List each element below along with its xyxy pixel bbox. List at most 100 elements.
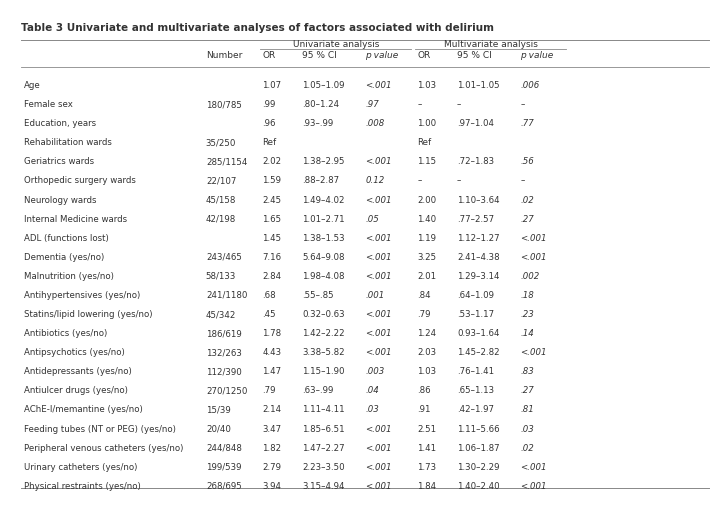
- Text: Antipsychotics (yes/no): Antipsychotics (yes/no): [24, 348, 124, 357]
- Text: <.001: <.001: [366, 444, 392, 452]
- Text: <.001: <.001: [366, 463, 392, 472]
- Text: <.001: <.001: [366, 348, 392, 357]
- Text: 0.12: 0.12: [366, 176, 385, 185]
- Text: 1.59: 1.59: [262, 176, 282, 185]
- Text: 5.64–9.08: 5.64–9.08: [302, 253, 344, 262]
- Text: 1.40: 1.40: [417, 215, 436, 224]
- Text: .91: .91: [417, 406, 431, 415]
- Text: 1.73: 1.73: [417, 463, 436, 472]
- Text: 1.65: 1.65: [262, 215, 282, 224]
- Text: Ref: Ref: [417, 138, 431, 147]
- Text: Internal Medicine wards: Internal Medicine wards: [24, 215, 127, 224]
- Text: 2.01: 2.01: [417, 272, 436, 281]
- Text: .84: .84: [417, 291, 431, 300]
- Text: .55–.85: .55–.85: [302, 291, 334, 300]
- Text: .86: .86: [417, 386, 431, 395]
- Text: .001: .001: [366, 291, 385, 300]
- Text: .18: .18: [520, 291, 534, 300]
- Text: .81: .81: [520, 406, 534, 415]
- Text: 1.45–2.82: 1.45–2.82: [457, 348, 500, 357]
- Text: 42/198: 42/198: [206, 215, 236, 224]
- Text: .45: .45: [262, 310, 276, 319]
- Text: 2.14: 2.14: [262, 406, 282, 415]
- Text: 2.45: 2.45: [262, 195, 282, 205]
- Text: 1.06–1.87: 1.06–1.87: [457, 444, 500, 452]
- Text: Neurology wards: Neurology wards: [24, 195, 96, 205]
- Text: Multivariate analysis: Multivariate analysis: [443, 40, 538, 49]
- Text: 15/39: 15/39: [206, 406, 230, 415]
- Text: 45/158: 45/158: [206, 195, 236, 205]
- Text: 186/619: 186/619: [206, 329, 242, 338]
- Text: 45/342: 45/342: [206, 310, 236, 319]
- Text: 1.15–1.90: 1.15–1.90: [302, 367, 344, 376]
- Text: Geriatrics wards: Geriatrics wards: [24, 158, 93, 166]
- Text: 20/40: 20/40: [206, 425, 231, 434]
- Text: .83: .83: [520, 367, 534, 376]
- Text: .79: .79: [262, 386, 276, 395]
- Text: p value: p value: [520, 51, 553, 60]
- Text: .23: .23: [520, 310, 534, 319]
- Text: 180/785: 180/785: [206, 100, 242, 109]
- Text: Feeding tubes (NT or PEG) (yes/no): Feeding tubes (NT or PEG) (yes/no): [24, 425, 175, 434]
- Text: .64–1.09: .64–1.09: [457, 291, 494, 300]
- Text: .003: .003: [366, 367, 385, 376]
- Text: AChE-I/memantine (yes/no): AChE-I/memantine (yes/no): [24, 406, 143, 415]
- Text: <.001: <.001: [520, 253, 547, 262]
- Text: 1.41: 1.41: [417, 444, 436, 452]
- Text: <.001: <.001: [366, 253, 392, 262]
- Text: Peripheral venous catheters (yes/no): Peripheral venous catheters (yes/no): [24, 444, 183, 452]
- Text: .008: .008: [366, 119, 385, 128]
- Text: 243/465: 243/465: [206, 253, 242, 262]
- Text: .99: .99: [262, 100, 276, 109]
- Text: .88–2.87: .88–2.87: [302, 176, 339, 185]
- Text: <.001: <.001: [520, 234, 547, 243]
- Text: .03: .03: [366, 406, 379, 415]
- Text: .04: .04: [366, 386, 379, 395]
- Text: 112/390: 112/390: [206, 367, 242, 376]
- Text: –: –: [417, 100, 421, 109]
- Text: <.001: <.001: [366, 195, 392, 205]
- Text: .27: .27: [520, 386, 534, 395]
- Text: Ref: Ref: [262, 138, 277, 147]
- Text: 244/848: 244/848: [206, 444, 242, 452]
- Text: 1.19: 1.19: [417, 234, 436, 243]
- Text: 1.98–4.08: 1.98–4.08: [302, 272, 344, 281]
- Text: <.001: <.001: [366, 158, 392, 166]
- Text: .76–1.41: .76–1.41: [457, 367, 494, 376]
- Text: 285/1154: 285/1154: [206, 158, 247, 166]
- Text: 95 % CI: 95 % CI: [302, 51, 337, 60]
- Text: 199/539: 199/539: [206, 463, 242, 472]
- Text: .97: .97: [366, 100, 379, 109]
- Text: 3.15–4.94: 3.15–4.94: [302, 482, 344, 491]
- Text: 1.11–5.66: 1.11–5.66: [457, 425, 500, 434]
- Text: .006: .006: [520, 81, 540, 90]
- Text: <.001: <.001: [366, 272, 392, 281]
- Text: <.001: <.001: [366, 329, 392, 338]
- Text: .02: .02: [520, 195, 534, 205]
- Text: Statins/lipid lowering (yes/no): Statins/lipid lowering (yes/no): [24, 310, 152, 319]
- Text: Female sex: Female sex: [24, 100, 73, 109]
- Text: Physical restraints (yes/no): Physical restraints (yes/no): [24, 482, 140, 491]
- Text: .42–1.97: .42–1.97: [457, 406, 494, 415]
- Text: 1.24: 1.24: [417, 329, 436, 338]
- Text: 2.84: 2.84: [262, 272, 282, 281]
- Text: 1.38–2.95: 1.38–2.95: [302, 158, 344, 166]
- Text: .77: .77: [520, 119, 534, 128]
- Text: 1.11–4.11: 1.11–4.11: [302, 406, 345, 415]
- Text: ADL (functions lost): ADL (functions lost): [24, 234, 108, 243]
- Text: <.001: <.001: [366, 81, 392, 90]
- Text: .05: .05: [366, 215, 379, 224]
- Text: 95 % CI: 95 % CI: [457, 51, 492, 60]
- Text: Antibiotics (yes/no): Antibiotics (yes/no): [24, 329, 107, 338]
- Text: Rehabilitation wards: Rehabilitation wards: [24, 138, 111, 147]
- Text: Univariate analysis: Univariate analysis: [292, 40, 379, 49]
- Text: OR: OR: [417, 51, 431, 60]
- Text: 58/133: 58/133: [206, 272, 236, 281]
- Text: 2.51: 2.51: [417, 425, 436, 434]
- Text: 3.25: 3.25: [417, 253, 436, 262]
- Text: 1.82: 1.82: [262, 444, 282, 452]
- Text: Number: Number: [206, 51, 242, 60]
- Text: 2.00: 2.00: [417, 195, 436, 205]
- Text: Antihypertensives (yes/no): Antihypertensives (yes/no): [24, 291, 140, 300]
- Text: .03: .03: [520, 425, 534, 434]
